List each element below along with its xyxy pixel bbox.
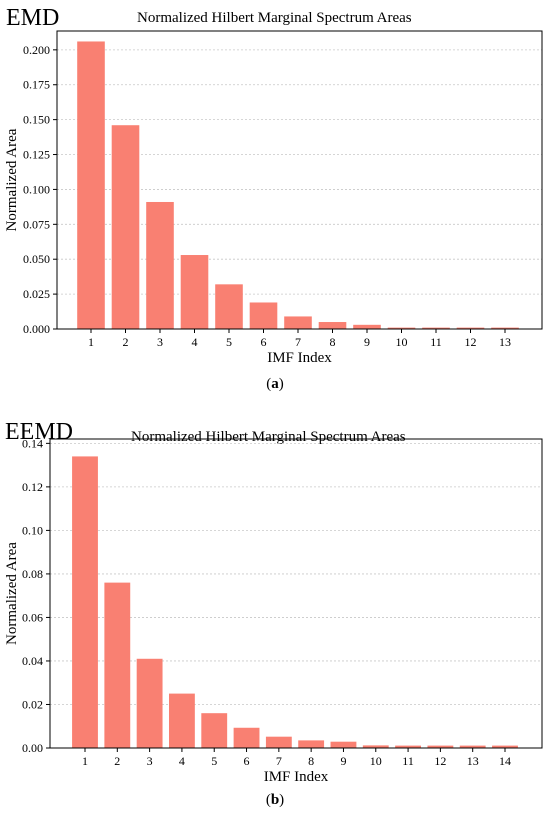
- bar: [249, 302, 278, 329]
- bar: [77, 41, 105, 329]
- y-tick-label: 0.00: [22, 741, 43, 755]
- x-tick-label: 6: [261, 335, 267, 349]
- x-axis-label: IMF Index: [267, 350, 332, 366]
- y-tick-label: 0.14: [22, 436, 43, 450]
- y-tick-label: 0.04: [22, 654, 43, 668]
- bar: [169, 693, 195, 748]
- y-tick-label: 0.075: [23, 217, 50, 231]
- bar: [201, 713, 228, 748]
- bar: [284, 316, 312, 329]
- bar-chart-emd: EMD Normalized Hilbert Marginal Spectrum …: [4, 5, 543, 366]
- y-tick-label: 0.050: [23, 252, 50, 266]
- y-axis-label: Normalized Area: [4, 128, 20, 231]
- caption-close-paren: ): [278, 376, 284, 392]
- caption-open-paren: (: [266, 376, 272, 392]
- bar: [427, 745, 454, 748]
- x-tick-label: 7: [276, 754, 282, 768]
- y-tick-label: 0.175: [23, 78, 50, 92]
- bar: [265, 736, 292, 748]
- chart-title: Normalized Hilbert Marginal Spectrum Are…: [131, 429, 406, 445]
- x-tick-label: 7: [295, 335, 301, 349]
- figure-caption-a: (a): [0, 376, 550, 393]
- y-tick-label: 0.08: [22, 567, 43, 581]
- x-tick-label: 12: [465, 335, 477, 349]
- x-tick-label: 9: [340, 754, 346, 768]
- plot-frame: [56, 30, 543, 330]
- bar: [180, 255, 209, 329]
- y-tick-label: 0.12: [22, 480, 43, 494]
- x-tick-label: 3: [157, 335, 163, 349]
- y-tick-label: 0.10: [22, 523, 43, 537]
- bar: [104, 582, 131, 748]
- y-axis-label: Normalized Area: [4, 542, 20, 645]
- bar: [298, 740, 325, 748]
- bar: [395, 745, 421, 748]
- chart-title: Normalized Hilbert Marginal Spectrum Are…: [137, 10, 412, 26]
- x-tick-label: 14: [499, 754, 511, 768]
- caption-letter: b: [270, 792, 280, 808]
- bar: [136, 658, 163, 748]
- bar: [215, 284, 243, 329]
- bar: [353, 324, 381, 329]
- x-tick-label: 3: [147, 754, 153, 768]
- x-tick-label: 11: [402, 754, 414, 768]
- x-tick-label: 8: [330, 335, 336, 349]
- bar: [459, 745, 486, 748]
- x-tick-label: 1: [88, 335, 94, 349]
- x-tick-label: 2: [123, 335, 129, 349]
- x-tick-label: 4: [192, 335, 198, 349]
- bar: [492, 745, 518, 748]
- y-tick-label: 0.200: [23, 43, 50, 57]
- bar-chart-eemd: EEMD Normalized Hilbert Marginal Spectrum…: [4, 419, 543, 785]
- x-tick-label: 5: [226, 335, 232, 349]
- x-tick-label: 10: [396, 335, 408, 349]
- chart-panel-eemd: EEMD Normalized Hilbert Marginal Spectrum…: [0, 418, 550, 824]
- y-tick-label: 0.100: [23, 182, 50, 196]
- bar: [111, 125, 140, 329]
- y-tick-label: 0.02: [22, 697, 43, 711]
- y-tick-label: 0.025: [23, 287, 50, 301]
- y-tick-label: 0.150: [23, 113, 50, 127]
- y-tick-label: 0.06: [22, 610, 43, 624]
- bar: [72, 456, 98, 748]
- x-axis-label: IMF Index: [264, 769, 329, 785]
- plot-frame: [49, 438, 543, 749]
- bar: [330, 741, 357, 748]
- bar: [387, 327, 416, 329]
- figure-caption-b: (b): [0, 792, 550, 809]
- chart-panel-emd: EMD Normalized Hilbert Marginal Spectrum …: [0, 0, 550, 410]
- x-tick-label: 2: [114, 754, 120, 768]
- x-tick-label: 4: [179, 754, 185, 768]
- bar: [491, 327, 519, 329]
- chart-panel-label: EMD: [6, 5, 59, 31]
- x-tick-label: 9: [364, 335, 370, 349]
- bar: [362, 745, 389, 748]
- x-tick-label: 12: [434, 754, 446, 768]
- bar: [318, 322, 347, 329]
- x-tick-label: 8: [308, 754, 314, 768]
- x-tick-label: 6: [244, 754, 250, 768]
- bar: [233, 727, 260, 748]
- bar: [146, 201, 174, 329]
- x-tick-label: 5: [211, 754, 217, 768]
- y-tick-label: 0.125: [23, 148, 50, 162]
- x-tick-label: 13: [499, 335, 511, 349]
- caption-open-paren: (: [265, 792, 271, 808]
- x-tick-label: 13: [467, 754, 479, 768]
- caption-letter: a: [271, 376, 279, 392]
- bar: [422, 327, 450, 329]
- x-tick-label: 10: [370, 754, 382, 768]
- bar: [456, 327, 485, 329]
- x-tick-label: 1: [82, 754, 88, 768]
- x-tick-label: 11: [430, 335, 442, 349]
- y-tick-label: 0.000: [23, 322, 50, 336]
- chart-panel-label: EEMD: [5, 419, 73, 445]
- caption-close-paren: ): [279, 792, 285, 808]
